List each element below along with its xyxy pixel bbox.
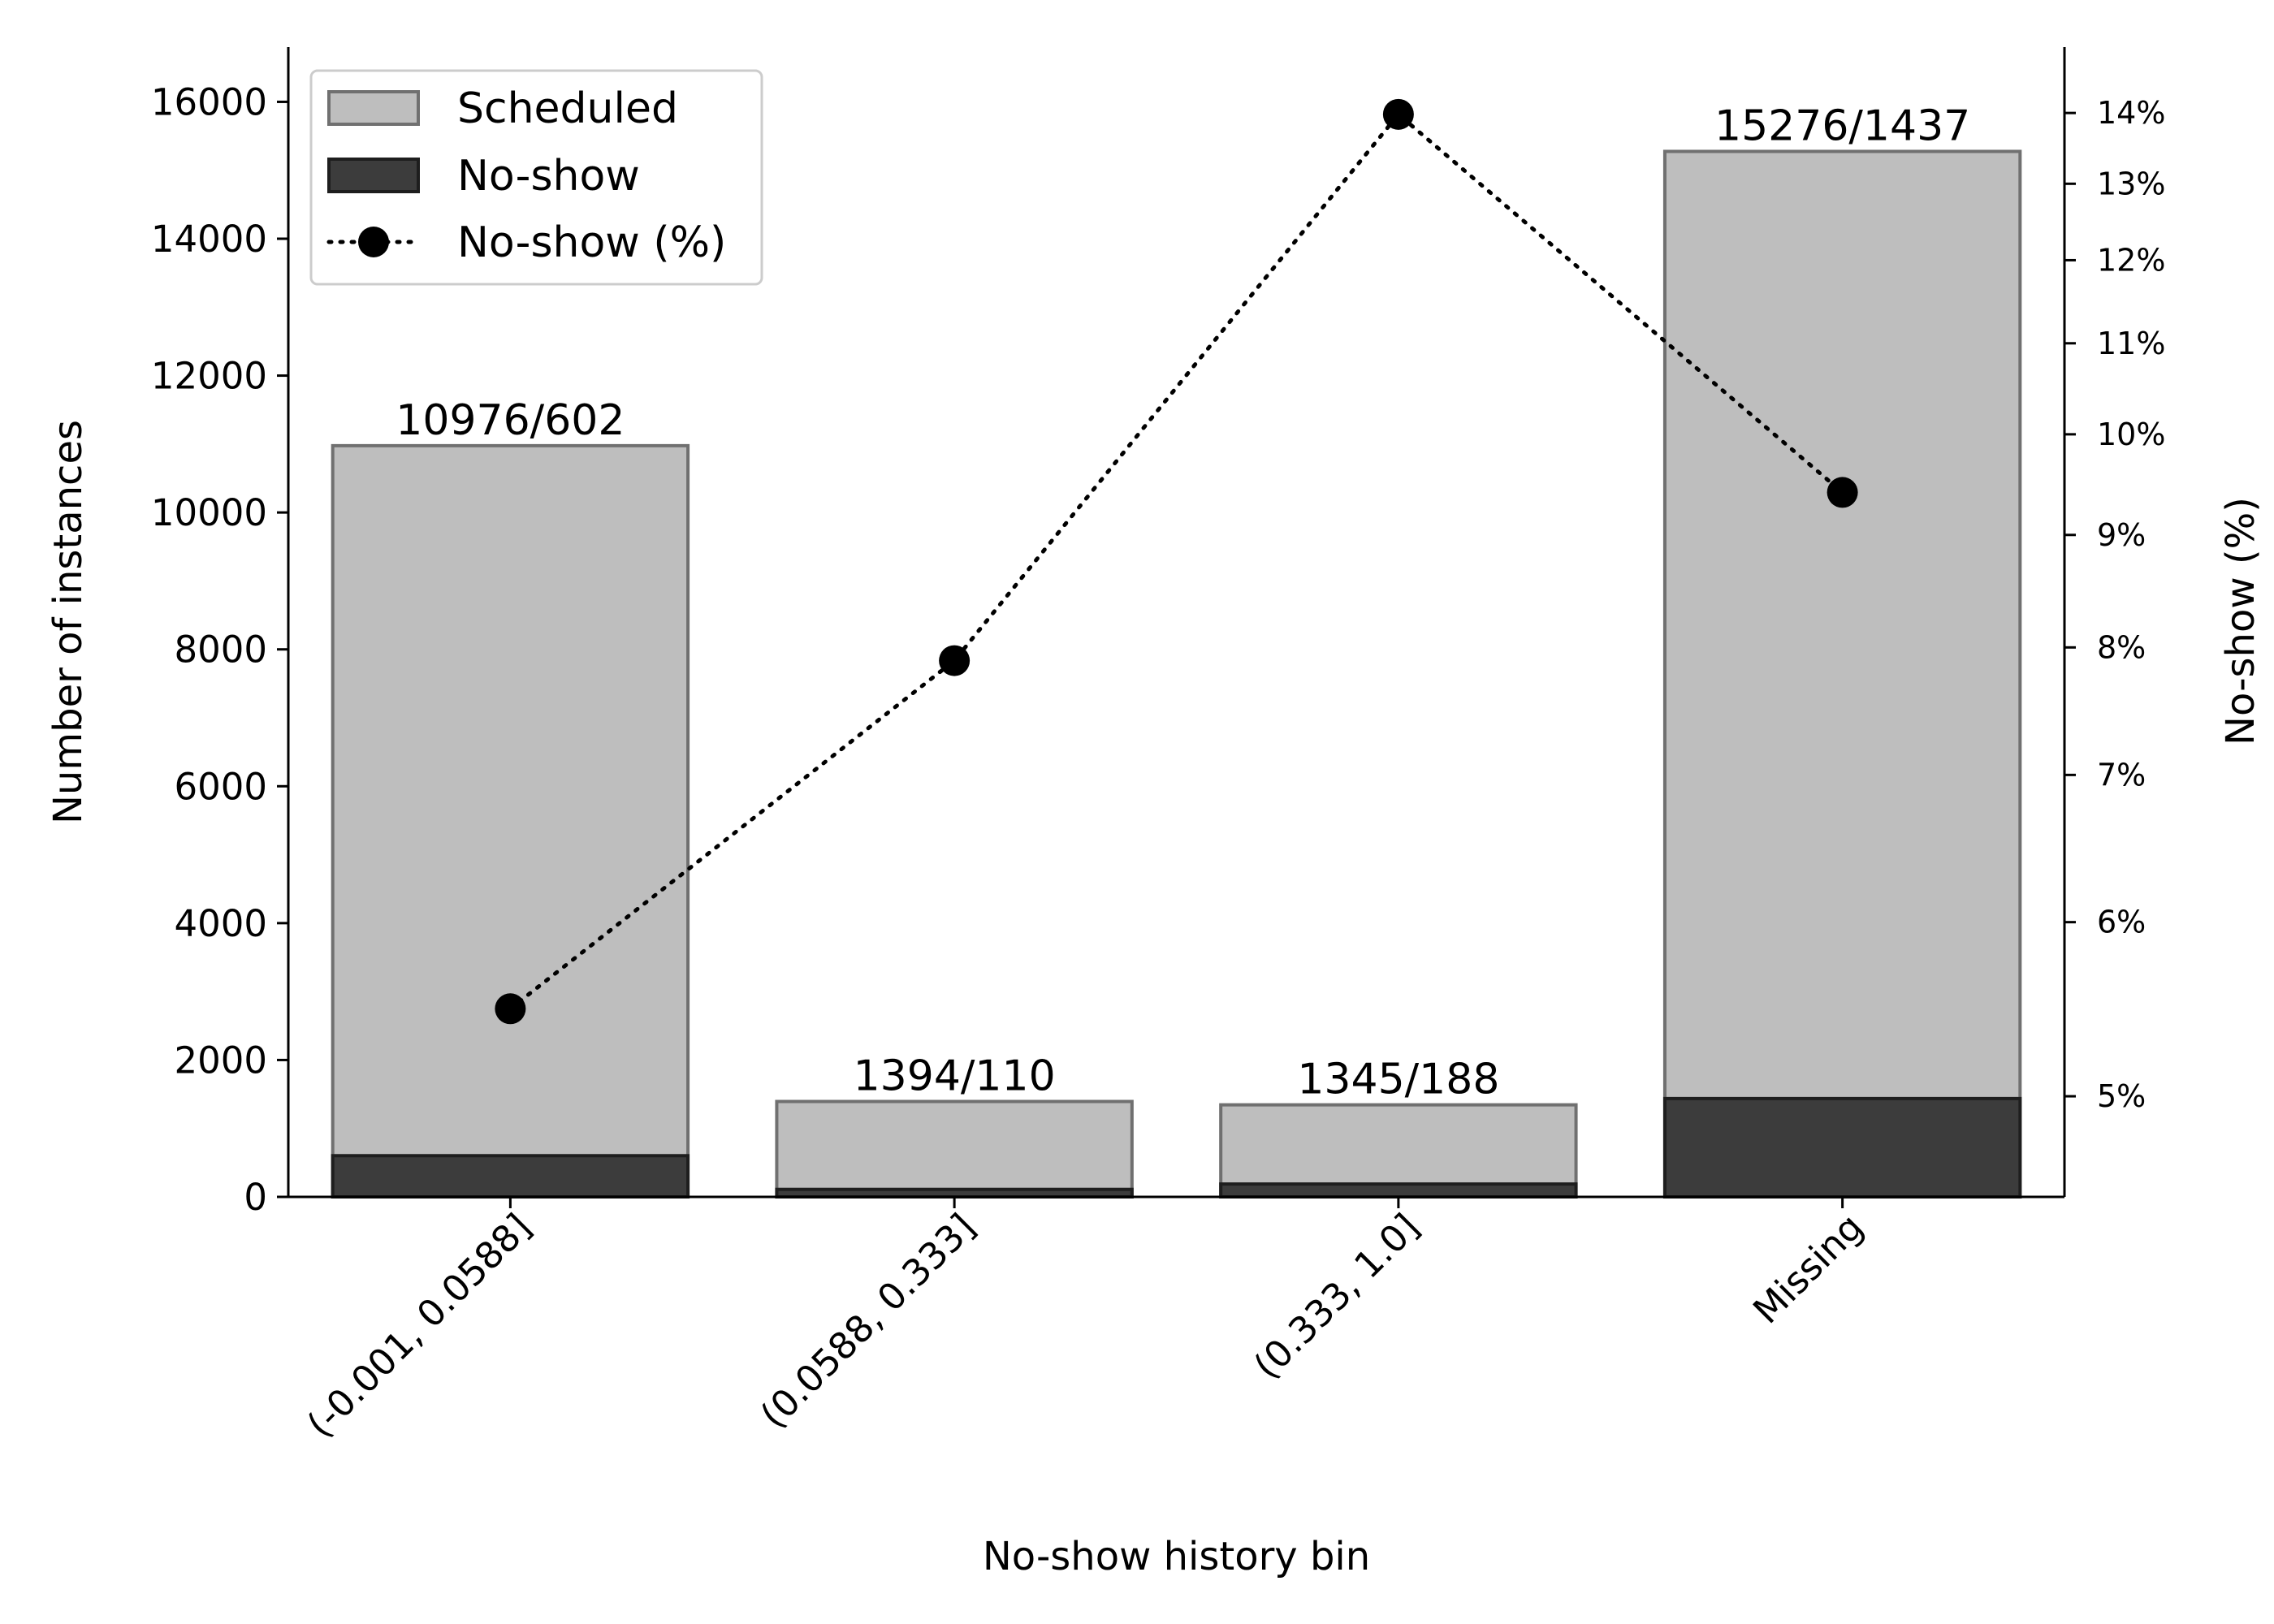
y2-tick-label: 13% bbox=[2097, 166, 2165, 201]
bar-value-label: 1394/110 bbox=[854, 1052, 1056, 1101]
scheduled-bar bbox=[1662, 149, 2022, 1199]
y-tick-label: 14000 bbox=[151, 218, 267, 261]
y-tick-label: 8000 bbox=[174, 628, 267, 672]
no-show-pct-line bbox=[508, 111, 1845, 1011]
no-show-bar bbox=[1662, 1096, 2022, 1199]
line-layer bbox=[495, 98, 1858, 1025]
y2-tick-label: 11% bbox=[2097, 326, 2165, 361]
y2-tick-label: 5% bbox=[2097, 1078, 2146, 1114]
x-tick-label: (-0.001, 0.0588] bbox=[299, 1205, 539, 1445]
y2-tick-label: 10% bbox=[2097, 417, 2165, 452]
y-tick-label: 0 bbox=[244, 1176, 267, 1219]
y-tick-label: 16000 bbox=[151, 80, 267, 123]
bar-value-label: 15276/1437 bbox=[1714, 102, 1970, 150]
y-axis-title: Number of instances bbox=[45, 420, 91, 824]
y-tick-label: 4000 bbox=[174, 902, 267, 945]
bars-layer: 10976/602 1394/110 1345/188 15276/1437 bbox=[331, 102, 2022, 1199]
x-axis-title: No-show history bin bbox=[983, 1534, 1370, 1579]
y2-tick-label: 14% bbox=[2097, 95, 2165, 131]
scheduled-bar bbox=[331, 443, 690, 1199]
no-show-pct-point bbox=[495, 993, 526, 1025]
y2-tick-label: 8% bbox=[2097, 629, 2146, 665]
y2-tick-label: 6% bbox=[2097, 905, 2146, 940]
y2-tick-label: 7% bbox=[2097, 757, 2146, 793]
y-tick-label: 6000 bbox=[174, 765, 267, 808]
legend-label-scheduled: Scheduled bbox=[457, 84, 678, 133]
legend: Scheduled No-show No-show (%) bbox=[309, 69, 763, 286]
no-show-pct-point bbox=[1382, 98, 1414, 130]
x-tick-label: (0.0588, 0.333] bbox=[752, 1205, 984, 1436]
y2-tick-label: 9% bbox=[2097, 517, 2146, 553]
no-show-pct-point bbox=[1827, 477, 1858, 508]
scheduled-bar bbox=[775, 1099, 1134, 1199]
legend-swatch-no-show bbox=[327, 158, 420, 193]
y-tick-label: 12000 bbox=[151, 355, 267, 398]
legend-box bbox=[309, 69, 763, 286]
no-show-pct-point bbox=[939, 645, 971, 676]
x-tick-label: (0.333, 1.0] bbox=[1245, 1205, 1427, 1387]
y2-tick-label: 12% bbox=[2097, 242, 2165, 278]
no-show-bar bbox=[1219, 1182, 1578, 1199]
y2-axis-title: No-show (%) bbox=[2218, 497, 2263, 745]
legend-marker-no-show-pct bbox=[358, 227, 389, 257]
legend-label-no-show: No-show bbox=[457, 152, 640, 201]
bar-value-label: 1345/188 bbox=[1297, 1056, 1499, 1104]
legend-swatch-scheduled bbox=[327, 90, 420, 126]
y-tick-label: 2000 bbox=[174, 1039, 267, 1082]
bar-value-label: 10976/602 bbox=[396, 396, 625, 445]
legend-label-no-show-pct: No-show (%) bbox=[457, 218, 726, 267]
y-tick-label: 10000 bbox=[151, 491, 267, 534]
x-tick-label: Missing bbox=[1744, 1205, 1871, 1332]
no-show-bar bbox=[331, 1154, 690, 1199]
